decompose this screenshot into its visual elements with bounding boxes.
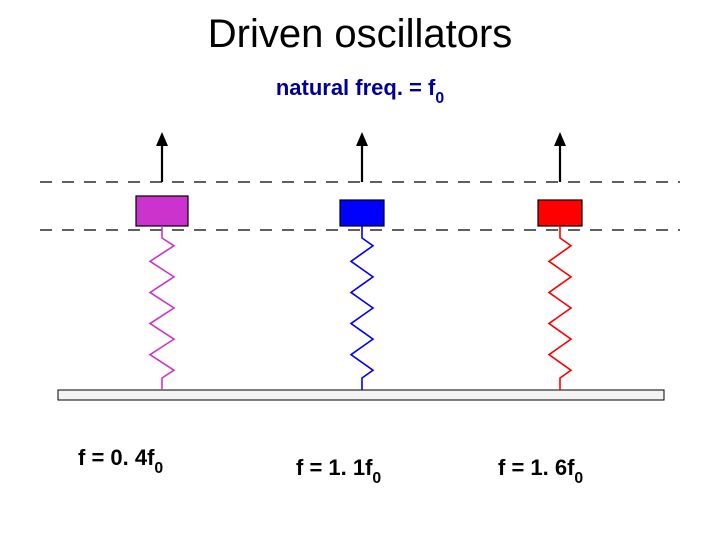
spring [549, 226, 571, 390]
arrow-head [356, 132, 368, 146]
oscillator-label-prefix: f = 0. 4f [78, 445, 154, 470]
oscillator-label-sub: 0 [154, 460, 163, 477]
arrow-head [156, 132, 168, 146]
arrow-head [554, 132, 566, 146]
spring [351, 226, 373, 390]
oscillator-label: f = 0. 4f0 [78, 445, 163, 475]
oscillator-label: f = 1. 6f0 [498, 455, 583, 485]
base-bar [58, 390, 664, 400]
oscillator-label-sub: 0 [372, 470, 381, 487]
mass-block [340, 200, 384, 226]
oscillator-label: f = 1. 1f0 [296, 455, 381, 485]
oscillator-label-sub: 0 [574, 470, 583, 487]
oscillator-label-prefix: f = 1. 6f [498, 455, 574, 480]
mass-block [538, 200, 582, 226]
spring [150, 226, 174, 390]
oscillator-label-prefix: f = 1. 1f [296, 455, 372, 480]
mass-block [136, 196, 188, 226]
